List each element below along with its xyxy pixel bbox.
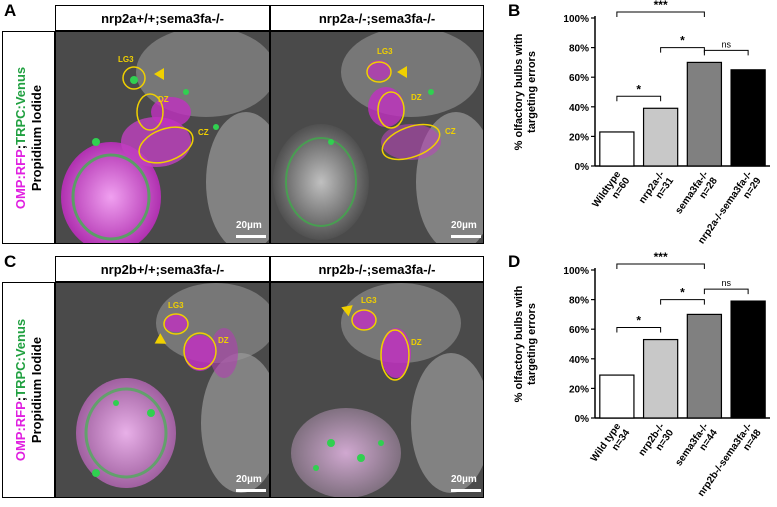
bar (599, 131, 635, 167)
scale-bar (451, 235, 481, 238)
annotation-dz: DZ (158, 95, 169, 104)
arrowhead-icon (154, 333, 167, 344)
significance-bracket (616, 327, 662, 333)
panel-letter-a: A (4, 1, 17, 20)
annotation-cz: CZ (198, 128, 209, 137)
x-tick-label: nrp2b-/-n=30 (637, 421, 677, 464)
significance-label: *** (654, 252, 668, 264)
annotation-lg3: LG3 (168, 301, 184, 310)
annotation-lg3: LG3 (361, 296, 377, 305)
significance-label: ns (721, 39, 731, 49)
scale-label: 20µm (236, 474, 262, 485)
bar (686, 61, 723, 167)
panel-c-micrograph-left: LG3 DZ 20µm (55, 282, 270, 498)
scale-label: 20µm (236, 220, 262, 231)
y-tick-label: 60% (569, 325, 589, 336)
significance-label: * (636, 82, 641, 96)
x-tick-label: nrp2a-/-n=31 (637, 169, 676, 212)
y-axis-label-line: targeting errors (526, 303, 538, 385)
significance-label: * (680, 286, 685, 300)
annotation-dz: DZ (411, 93, 422, 102)
dz-outline (183, 332, 217, 370)
y-tick-label: 60% (569, 73, 589, 84)
significance-bracket (616, 95, 662, 102)
panel-a-micrograph-right: LG3 DZ CZ 20µm (270, 31, 484, 244)
panel-a-micrograph-left: LG3 DZ CZ 20µm (55, 31, 270, 244)
chart-b: % olfactory bulbs withtargeting errors 0%… (500, 0, 777, 250)
lg3-outline (122, 66, 146, 90)
y-tick-label: 100% (563, 266, 589, 277)
annotation-dz: DZ (411, 338, 422, 347)
dz-outline (377, 91, 405, 129)
y-axis-label-line: targeting errors (526, 51, 538, 133)
panel-a-channel-label: OMP:RFP;TRPC:Venus Propidium Iodide (12, 66, 44, 209)
lg3-outline (351, 309, 377, 331)
significance-bracket (616, 11, 705, 17)
scale-label: 20µm (451, 474, 477, 485)
chart-b-svg: % olfactory bulbs withtargeting errors 0%… (513, 0, 770, 246)
annotation-cz: CZ (445, 127, 456, 136)
panel-a-header-left: nrp2a+/+;sema3fa-/- (55, 5, 270, 31)
panel-c-header-left: nrp2b+/+;sema3fa-/- (55, 256, 270, 282)
annotation-lg3: LG3 (377, 47, 393, 56)
bar (730, 300, 766, 419)
scale-bar (236, 235, 266, 238)
cz-outline (138, 126, 194, 164)
significance-label: *** (654, 0, 668, 12)
panel-letter-b: B (508, 1, 521, 20)
scale-bar (451, 489, 481, 492)
panel-a-header-right: nrp2a-/-;sema3fa-/- (270, 5, 484, 31)
panel-c-channel-label-box: OMP:RFP;TRPC:Venus Propidium Iodide (2, 282, 55, 498)
annotation-dz: DZ (218, 336, 229, 345)
scale-label: 20µm (451, 220, 477, 231)
chart-d-svg: % olfactory bulbs withtargeting errors 0%… (513, 250, 770, 499)
arrowhead-icon (154, 68, 164, 80)
arrowhead-icon (397, 66, 407, 78)
y-tick-label: 40% (569, 103, 589, 114)
significance-label: ns (721, 278, 731, 288)
panel-c-header-right: nrp2b-/-;sema3fa-/- (270, 256, 484, 282)
x-tick-label: Wild typen=34 (589, 421, 633, 470)
y-tick-label: 40% (569, 355, 589, 366)
annotation-lg3: LG3 (118, 55, 134, 64)
lg3-outline (163, 313, 189, 335)
y-tick-label: 100% (563, 14, 589, 25)
significance-label: * (636, 314, 641, 328)
x-tick-label: Wildtypen=60 (590, 169, 632, 216)
y-tick-label: 20% (569, 132, 589, 143)
bar (642, 107, 679, 167)
significance-label: * (680, 34, 685, 48)
y-tick-label: 80% (569, 44, 589, 55)
bar (686, 313, 723, 419)
bar (730, 69, 766, 167)
y-axis-label: % olfactory bulbs withtargeting errors (513, 285, 538, 402)
significance-bracket (703, 288, 749, 295)
y-axis-label-line: % olfactory bulbs with (513, 285, 525, 402)
significance-bracket (660, 47, 705, 53)
bar (599, 374, 635, 419)
y-tick-label: 0% (575, 414, 590, 425)
y-tick-label: 0% (575, 162, 590, 173)
y-axis-label: % olfactory bulbs withtargeting errors (513, 33, 538, 150)
significance-bracket (616, 263, 705, 269)
scale-bar (236, 489, 266, 492)
lg3-outline (366, 61, 392, 83)
significance-bracket (660, 299, 705, 305)
chart-d: % olfactory bulbs withtargeting errors 0%… (500, 250, 777, 502)
panel-letter-c: C (4, 252, 17, 271)
panel-c-micrograph-right: LG3 DZ 20µm (270, 282, 484, 498)
dz-outline (380, 329, 410, 381)
y-tick-label: 20% (569, 384, 589, 395)
dz-outline (136, 93, 164, 131)
panel-a-channel-label-box: OMP:RFP;TRPC:Venus Propidium Iodide (2, 31, 55, 244)
y-axis-label-line: % olfactory bulbs with (513, 33, 525, 150)
arrowhead-icon (341, 305, 353, 317)
panel-letter-d: D (508, 252, 521, 271)
y-tick-label: 80% (569, 296, 589, 307)
panel-c-channel-label: OMP:RFP;TRPC:Venus Propidium Iodide (12, 318, 44, 462)
cz-outline (381, 123, 441, 161)
bar (642, 338, 679, 419)
significance-bracket (703, 49, 749, 56)
